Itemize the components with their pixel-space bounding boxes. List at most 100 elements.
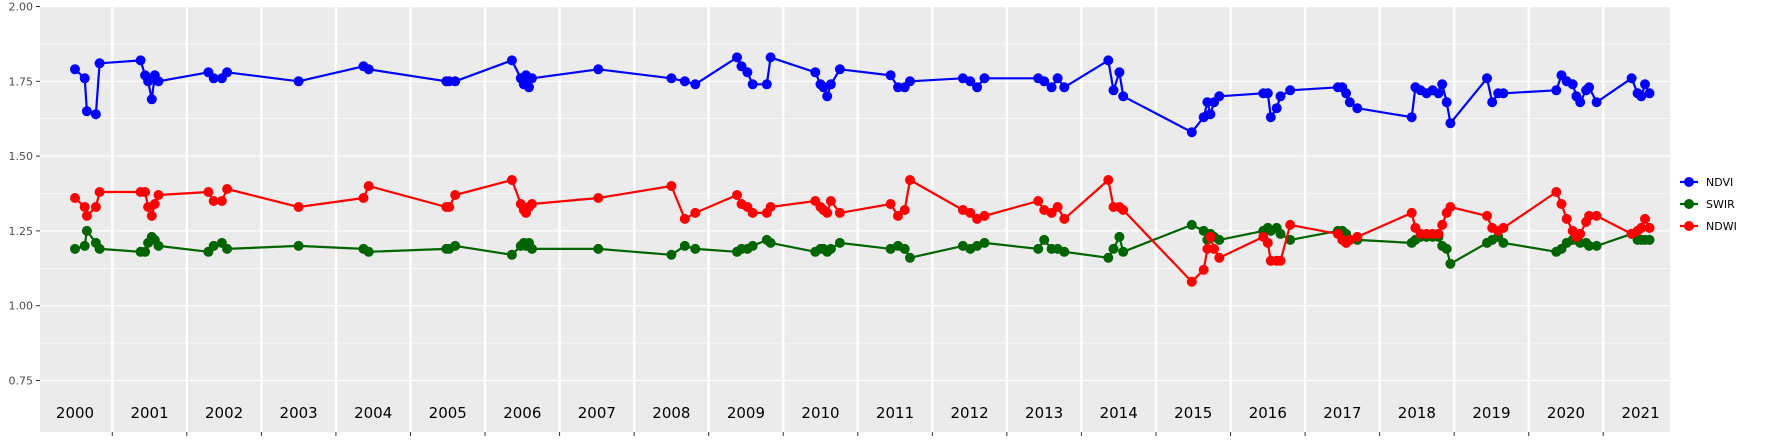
data-point-swir [208, 240, 219, 251]
data-point-ndvi [1114, 67, 1125, 78]
data-point-ndvi [885, 70, 896, 81]
year-label: 2002 [205, 404, 243, 422]
year-label: 2018 [1398, 404, 1436, 422]
data-point-swir [527, 243, 537, 254]
data-point-swir [1498, 237, 1509, 248]
data-point-ndvi [1271, 103, 1282, 114]
legend[interactable]: NDVI SWIR NDWI [1680, 176, 1737, 233]
data-point-ndwi [1433, 228, 1444, 239]
data-point-ndvi [94, 58, 105, 69]
data-point-ndvi [1644, 88, 1655, 99]
data-point-ndwi [94, 187, 105, 197]
data-point-ndvi [834, 64, 845, 75]
data-point-swir [293, 240, 304, 251]
data-point-ndwi [1285, 219, 1296, 230]
data-point-ndvi [1591, 97, 1602, 108]
data-point-ndvi [1636, 91, 1647, 102]
legend-label: NDVI [1706, 176, 1733, 189]
data-point-ndwi [1640, 213, 1650, 224]
legend-item-ndwi[interactable]: NDWI [1680, 220, 1737, 233]
data-point-ndvi [1108, 85, 1119, 96]
data-point-ndwi [899, 205, 910, 215]
data-point-ndvi [1344, 97, 1355, 108]
data-point-ndwi [1561, 213, 1572, 224]
year-label: 2004 [354, 404, 392, 422]
data-point-ndwi [666, 181, 677, 191]
data-point-ndwi [679, 213, 690, 224]
data-point-ndvi [363, 64, 374, 75]
data-point-ndvi [1214, 91, 1225, 102]
data-point-ndwi [1591, 210, 1602, 221]
data-point-ndwi [444, 202, 455, 212]
year-label: 2003 [280, 404, 318, 422]
year-label: 2000 [56, 404, 94, 422]
data-point-swir [679, 240, 690, 251]
y-tick-label: 1.75 [9, 75, 34, 88]
data-point-swir [825, 243, 836, 254]
data-point-ndvi [506, 55, 517, 66]
data-point-ndvi [1118, 91, 1129, 102]
data-point-ndwi [1636, 222, 1647, 233]
y-tick-label: 1.50 [9, 150, 34, 163]
data-point-ndwi [153, 190, 164, 200]
data-point-ndwi [1186, 276, 1197, 287]
data-point-ndwi [765, 202, 776, 212]
legend-key-point [1684, 177, 1694, 187]
year-label: 2021 [1621, 404, 1659, 422]
data-point-ndwi [293, 202, 304, 212]
data-point-ndwi [208, 196, 219, 206]
data-point-swir [1275, 228, 1286, 239]
data-point-ndvi [527, 73, 537, 84]
data-point-ndvi [146, 94, 157, 105]
data-point-swir [363, 246, 374, 257]
year-label: 2009 [727, 404, 765, 422]
data-point-ndvi [822, 91, 833, 102]
legend-item-ndvi[interactable]: NDVI [1680, 176, 1733, 189]
data-point-swir [153, 240, 164, 251]
data-point-ndwi [1584, 210, 1595, 221]
data-point-ndvi [293, 76, 304, 87]
data-point-ndvi [679, 76, 690, 87]
legend-label: NDWI [1706, 220, 1737, 233]
data-point-ndwi [1262, 237, 1273, 248]
data-point-swir [747, 240, 758, 251]
data-point-ndwi [1209, 243, 1220, 254]
data-point-ndwi [593, 193, 604, 203]
data-point-ndvi [1441, 97, 1452, 108]
data-point-ndwi [965, 207, 976, 218]
data-point-ndvi [761, 79, 772, 90]
data-point-ndvi [1498, 88, 1509, 99]
legend-item-swir[interactable]: SWIR [1680, 198, 1735, 211]
data-point-swir [450, 240, 461, 251]
data-point-ndwi [70, 193, 80, 203]
data-point-ndvi [79, 73, 90, 84]
data-point-ndwi [690, 207, 701, 218]
data-point-ndvi [1341, 88, 1352, 99]
data-point-ndvi [1567, 79, 1578, 90]
data-point-ndwi [222, 184, 233, 194]
year-label: 2011 [876, 404, 914, 422]
year-label: 2020 [1547, 404, 1585, 422]
data-point-ndvi [1265, 112, 1276, 123]
data-point-swir [1644, 234, 1655, 245]
data-point-swir [690, 243, 701, 254]
data-point-ndvi [742, 67, 753, 78]
data-point-ndvi [593, 64, 604, 75]
data-point-swir [1591, 240, 1602, 251]
data-point-swir [1214, 234, 1225, 245]
year-label: 2019 [1472, 404, 1510, 422]
data-point-swir [1039, 234, 1050, 245]
data-point-ndvi [1575, 97, 1586, 108]
data-point-swir [1108, 243, 1119, 254]
data-point-ndvi [1275, 91, 1286, 102]
data-point-swir [1584, 240, 1595, 251]
data-point-swir [1059, 246, 1070, 257]
series-ndwi [70, 175, 1655, 287]
series-line-ndwi [74, 178, 1651, 283]
data-point-ndwi [1352, 231, 1363, 242]
data-point-ndvi [81, 106, 92, 117]
data-point-ndvi [1482, 73, 1492, 84]
data-point-ndwi [893, 210, 903, 221]
data-point-ndvi [1186, 127, 1197, 138]
data-point-ndwi [363, 181, 374, 191]
